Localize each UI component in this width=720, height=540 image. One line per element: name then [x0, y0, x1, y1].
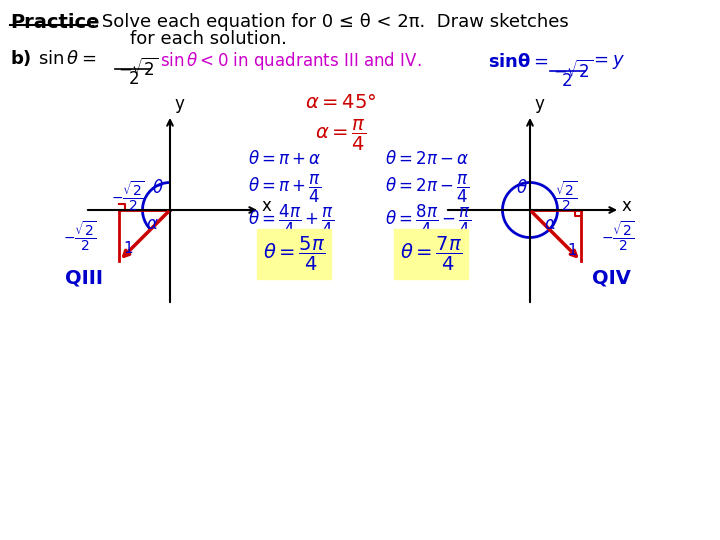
Text: $-\sqrt{2}$: $-\sqrt{2}$ [118, 58, 158, 80]
Text: $-\dfrac{\sqrt{2}}{2}$: $-\dfrac{\sqrt{2}}{2}$ [63, 219, 97, 253]
Text: $\theta = \pi + \dfrac{\pi}{4}$: $\theta = \pi + \dfrac{\pi}{4}$ [248, 173, 322, 205]
Text: $1$: $1$ [123, 240, 133, 256]
Text: Practice: Practice [10, 13, 99, 32]
Text: $\sin \theta = $: $\sin \theta = $ [38, 50, 96, 68]
Text: $\theta = \dfrac{7\pi}{4}$: $\theta = \dfrac{7\pi}{4}$ [400, 235, 462, 273]
Text: for each solution.: for each solution. [130, 30, 287, 48]
Text: y: y [534, 95, 544, 113]
Text: $1$: $1$ [567, 242, 577, 258]
Text: $\dfrac{\sqrt{2}}{2}$: $\dfrac{\sqrt{2}}{2}$ [555, 179, 577, 213]
Text: $\mathbf{sin\theta} = $: $\mathbf{sin\theta} = $ [488, 53, 549, 71]
Text: $\theta = 2\pi - \dfrac{\pi}{4}$: $\theta = 2\pi - \dfrac{\pi}{4}$ [385, 173, 469, 205]
Text: $\theta = \dfrac{8\pi}{4} - \dfrac{\pi}{4}$: $\theta = \dfrac{8\pi}{4} - \dfrac{\pi}{… [385, 203, 471, 238]
Text: $\theta$: $\theta$ [516, 179, 528, 197]
Text: $-\sqrt{2}$: $-\sqrt{2}$ [553, 60, 593, 82]
Text: $\alpha = \dfrac{\pi}{4}$: $\alpha = \dfrac{\pi}{4}$ [315, 118, 366, 153]
Text: $\theta = 2\pi - \alpha$: $\theta = 2\pi - \alpha$ [385, 150, 469, 168]
Text: x: x [262, 197, 272, 215]
Text: $2$: $2$ [128, 70, 139, 88]
Text: $\theta = \dfrac{4\pi}{4} + \dfrac{\pi}{4}$: $\theta = \dfrac{4\pi}{4} + \dfrac{\pi}{… [248, 203, 334, 238]
Text: $\theta = \pi + \alpha$: $\theta = \pi + \alpha$ [248, 150, 322, 168]
Text: $\alpha = 45°$: $\alpha = 45°$ [305, 93, 377, 112]
Text: $\theta$: $\theta$ [152, 179, 164, 197]
Text: $\alpha$: $\alpha$ [145, 215, 158, 233]
Text: $\theta = \dfrac{5\pi}{4}$: $\theta = \dfrac{5\pi}{4}$ [263, 235, 325, 273]
Text: b): b) [10, 50, 31, 68]
Text: QIII: QIII [65, 268, 103, 287]
Text: x: x [622, 197, 632, 215]
Text: $2$: $2$ [561, 72, 572, 90]
Text: QIV: QIV [592, 268, 631, 287]
Text: $\sin\theta < 0$ in quadrants III and IV.: $\sin\theta < 0$ in quadrants III and IV… [160, 50, 422, 72]
Text: $\alpha$: $\alpha$ [544, 215, 557, 233]
Text: $= y$: $= y$ [590, 53, 625, 71]
Text: $-\dfrac{\sqrt{2}}{2}$: $-\dfrac{\sqrt{2}}{2}$ [111, 179, 145, 213]
Text: : Solve each equation for 0 ≤ θ < 2π.  Draw sketches: : Solve each equation for 0 ≤ θ < 2π. Dr… [90, 13, 569, 31]
Text: $-\dfrac{\sqrt{2}}{2}$: $-\dfrac{\sqrt{2}}{2}$ [601, 219, 634, 253]
Text: y: y [174, 95, 184, 113]
